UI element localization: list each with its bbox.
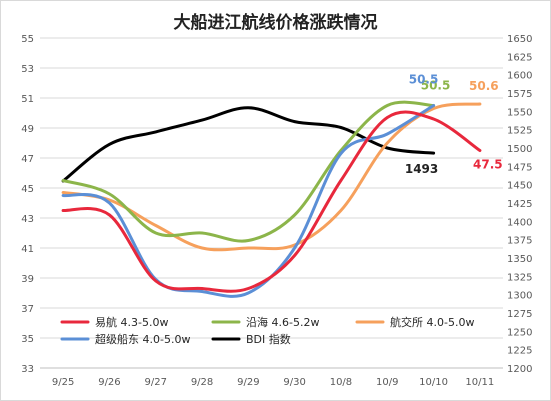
- y-left-tick-label: 43: [21, 214, 34, 225]
- y-right-tick-label: 1400: [507, 217, 532, 228]
- x-tick-label: 9/26: [98, 377, 120, 388]
- x-tick-label: 10/10: [419, 377, 448, 388]
- y-right-tick-label: 1550: [507, 107, 532, 118]
- x-tick-label: 10/11: [465, 377, 494, 388]
- y-right-tick-label: 1300: [507, 291, 532, 302]
- y-left-tick-label: 35: [21, 334, 34, 345]
- y-left-tick-label: 47: [21, 154, 34, 165]
- y-right-tick-label: 1475: [507, 162, 532, 173]
- series-3-data-label: 50.5: [409, 73, 439, 87]
- y-left-tick-label: 51: [21, 94, 34, 105]
- legend-label: 航交所 4.0-5.0w: [390, 315, 474, 329]
- y-right-tick-label: 1225: [507, 346, 532, 357]
- series-1-data-label: 50.5: [421, 79, 451, 93]
- y-right-tick-label: 1650: [507, 34, 532, 45]
- y-left-tick-label: 55: [21, 34, 34, 45]
- y-left-tick-label: 49: [21, 124, 34, 135]
- series-2-data-label: 50.6: [469, 79, 499, 93]
- y-left-tick-label: 37: [21, 304, 34, 315]
- y-right-tick-label: 1325: [507, 272, 532, 283]
- y-right-tick-label: 1450: [507, 181, 532, 192]
- legend-label: 沿海 4.6-5.2w: [246, 315, 319, 329]
- y-right-tick-label: 1525: [507, 126, 532, 137]
- series-0-data-label: 47.5: [473, 158, 503, 172]
- y-right-tick-label: 1575: [507, 89, 532, 100]
- y-right-tick-label: 1500: [507, 144, 532, 155]
- chart-title: 大船进江航线价格涨跌情况: [173, 13, 378, 33]
- legend-label: BDI 指数: [246, 332, 291, 346]
- y-right-tick-label: 1250: [507, 327, 532, 338]
- y-left-tick-label: 53: [21, 64, 34, 75]
- x-tick-label: 9/25: [52, 377, 74, 388]
- legend-label: 超级船东 4.0-5.0w: [95, 332, 190, 346]
- x-tick-label: 9/30: [283, 377, 305, 388]
- x-tick-label: 10/8: [330, 377, 352, 388]
- x-tick-label: 9/27: [145, 377, 167, 388]
- y-right-tick-label: 1600: [507, 71, 532, 82]
- y-left-tick-label: 45: [21, 184, 34, 195]
- y-left-tick-label: 33: [21, 364, 34, 375]
- legend-label: 易航 4.3-5.0w: [95, 315, 168, 329]
- y-right-tick-label: 1425: [507, 199, 532, 210]
- y-right-tick-label: 1275: [507, 309, 532, 320]
- y-right-tick-label: 1200: [507, 364, 532, 375]
- x-tick-label: 9/28: [191, 377, 213, 388]
- y-right-tick-label: 1625: [507, 52, 532, 63]
- series-1-line: [61, 100, 436, 243]
- x-tick-label: 10/9: [376, 377, 398, 388]
- series-4-line: [61, 106, 436, 183]
- y-right-tick-label: 1375: [507, 236, 532, 247]
- series-4-data-label: 1493: [405, 162, 438, 176]
- series-0-line: [61, 110, 482, 293]
- y-right-tick-label: 1350: [507, 254, 532, 265]
- x-tick-label: 9/29: [237, 377, 259, 388]
- series-2-line: [61, 102, 482, 252]
- y-left-tick-label: 41: [21, 244, 34, 255]
- y-left-tick-label: 39: [21, 274, 34, 285]
